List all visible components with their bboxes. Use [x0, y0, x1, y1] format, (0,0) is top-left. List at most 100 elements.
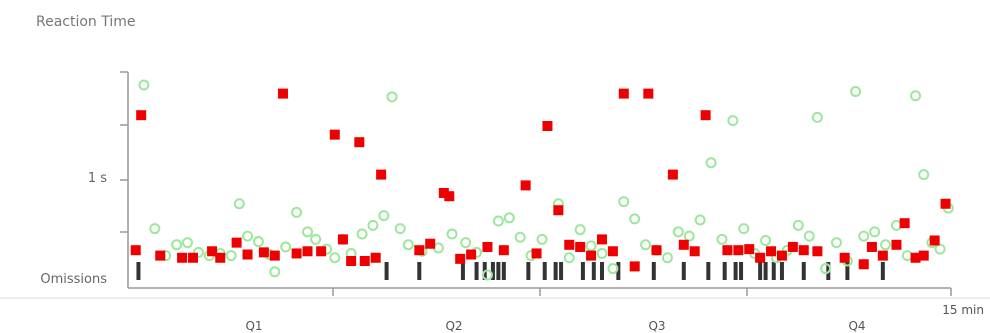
error-response-point — [258, 247, 269, 258]
correct-response-point — [803, 230, 815, 242]
correct-response-point — [149, 223, 161, 235]
error-response-point — [542, 121, 553, 131]
correct-response-point — [329, 252, 341, 264]
correct-response-point — [514, 231, 526, 243]
correct-response-point — [402, 239, 414, 251]
correct-response-point — [574, 224, 586, 236]
correct-response-point — [716, 233, 728, 245]
correct-response-point — [585, 240, 597, 252]
omission-bar — [526, 262, 531, 280]
correct-response-point — [225, 250, 237, 262]
error-response-point — [700, 110, 711, 121]
correct-response-point — [192, 246, 204, 258]
error-response-point — [455, 253, 466, 264]
correct-response-point — [394, 223, 406, 235]
quarter-label: Q1 — [245, 319, 262, 333]
error-response-point — [651, 245, 662, 256]
quarter-label: Q3 — [648, 319, 665, 333]
omission-bar — [706, 262, 711, 280]
correct-response-point — [367, 219, 379, 231]
chart-title: Reaction Time — [36, 14, 136, 30]
omission-bar — [739, 262, 744, 280]
omission-bar — [845, 262, 850, 280]
error-response-point — [798, 245, 809, 256]
correct-response-point — [858, 230, 870, 242]
correct-response-point — [683, 230, 695, 242]
omission-bar — [490, 262, 495, 280]
correct-response-point — [672, 226, 684, 238]
correct-response-point — [738, 223, 750, 235]
axes — [0, 71, 990, 299]
error-response-point — [929, 235, 940, 246]
error-response-point — [302, 246, 313, 257]
omission-bar — [460, 262, 465, 280]
error-response-point — [776, 250, 787, 261]
correct-response-point — [242, 230, 254, 242]
correct-response-point — [705, 157, 717, 169]
correct-response-point — [233, 198, 245, 210]
error-response-point — [277, 88, 288, 99]
correct-response-point — [460, 237, 472, 249]
correct-response-point — [138, 79, 150, 91]
quarter-label: Q2 — [445, 319, 462, 333]
correct-response-point — [291, 206, 303, 218]
error-response-point — [136, 110, 147, 121]
correct-response-point — [629, 213, 641, 225]
error-response-point — [858, 259, 869, 270]
error-response-point — [498, 245, 509, 256]
omission-bar — [801, 262, 806, 280]
correct-response-point — [727, 115, 739, 127]
correct-response-point — [869, 226, 881, 238]
error-response-point — [231, 237, 242, 248]
error-response-point — [354, 137, 365, 148]
correct-response-point — [446, 228, 458, 240]
error-response-point — [755, 252, 766, 263]
error-response-point — [316, 246, 327, 257]
correct-response-point — [934, 243, 946, 255]
omission-bar — [501, 262, 506, 280]
error-response-point — [376, 169, 387, 180]
correct-response-point — [640, 239, 652, 251]
error-response-point — [444, 191, 455, 202]
correct-response-point — [792, 219, 804, 231]
error-response-point — [329, 129, 340, 140]
error-response-point — [899, 218, 910, 229]
correct-response-point — [182, 237, 194, 249]
error-response-point — [744, 244, 755, 255]
correct-response-point — [760, 234, 772, 246]
correct-response-point — [661, 252, 673, 264]
error-response-point — [520, 180, 531, 191]
correct-response-point — [618, 196, 630, 208]
omission-bar — [733, 262, 738, 280]
error-response-point — [414, 245, 425, 256]
error-response-point — [787, 241, 798, 252]
error-response-point — [425, 238, 436, 249]
x-end-label: 15 min — [942, 303, 984, 317]
error-response-point — [812, 246, 823, 257]
error-response-point — [346, 256, 357, 266]
error-response-point — [607, 246, 618, 257]
correct-response-point — [536, 233, 548, 245]
correct-response-point — [356, 228, 368, 240]
omission-bar — [559, 262, 564, 280]
omission-bar — [880, 262, 885, 280]
omission-bar — [474, 262, 479, 280]
correct-response-point — [811, 111, 823, 123]
data-points-layer — [130, 79, 954, 281]
error-response-point — [575, 241, 586, 252]
correct-response-point — [302, 226, 314, 238]
error-response-point — [596, 234, 607, 245]
correct-response-point — [432, 242, 444, 254]
error-response-point — [187, 252, 198, 263]
quarter-label: Q4 — [848, 319, 865, 333]
error-response-point — [242, 249, 253, 260]
error-response-point — [155, 250, 166, 261]
omission-bar — [580, 262, 585, 280]
error-response-point — [370, 252, 381, 263]
omission-bar — [763, 262, 768, 280]
error-response-point — [643, 88, 654, 99]
correct-response-point — [269, 266, 281, 278]
correct-response-point — [830, 237, 842, 249]
labels-layer: 1 s Omissions Q1 Q2 Q3 Q4 15 min — [40, 171, 984, 333]
